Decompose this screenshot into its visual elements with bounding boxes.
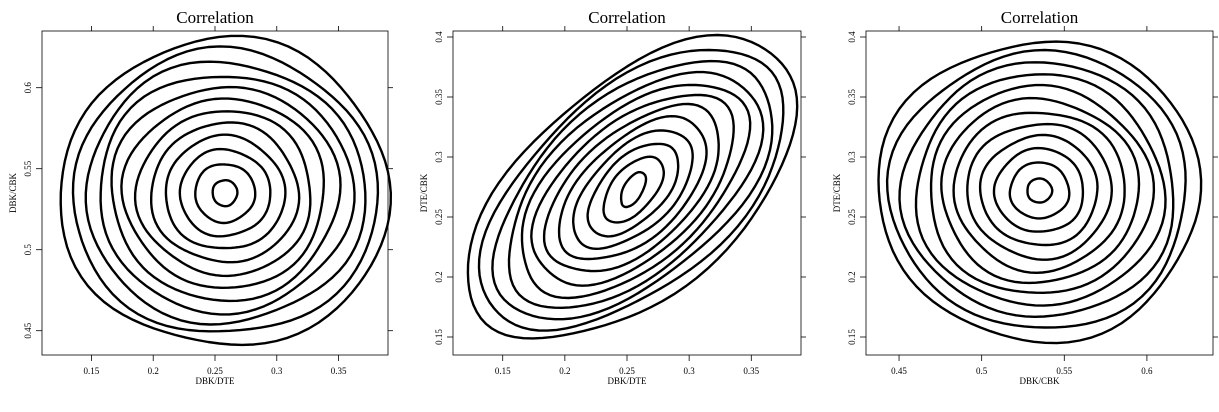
y-tick-label: 0.45 xyxy=(23,322,33,338)
y-tick-label: 0.5 xyxy=(23,244,33,256)
y-tick-label: 0.15 xyxy=(847,329,857,345)
y-tick-label: 0.2 xyxy=(434,271,444,282)
contour-line xyxy=(914,73,1167,307)
chart-title: Correlation xyxy=(588,8,666,27)
contour-line xyxy=(110,85,342,303)
contour-line xyxy=(133,110,312,278)
contour-line xyxy=(898,61,1175,318)
contour-line xyxy=(530,93,735,287)
contour-line xyxy=(877,40,1203,345)
contour-line xyxy=(1026,177,1054,204)
contour-line xyxy=(466,33,799,340)
y-tick-label: 0.2 xyxy=(847,271,857,282)
contour-line xyxy=(572,129,694,250)
x-tick-label: 0.3 xyxy=(271,366,283,376)
contour-line xyxy=(59,34,392,347)
chart-panel-2: Correlation 0.15 0.2 0.25 0.3 0.35 0.15 0.2 0.25… xyxy=(419,8,806,386)
y-tick-label: 0.3 xyxy=(434,151,444,163)
x-tick-label: 0.15 xyxy=(84,366,100,376)
x-axis-label: DBK/CBK xyxy=(1019,376,1060,386)
contour-line xyxy=(542,102,720,273)
y-tick-label: 0.35 xyxy=(434,89,444,105)
contour-line xyxy=(178,147,272,238)
y-tick-label: 0.55 xyxy=(23,160,33,176)
contour-line xyxy=(84,60,367,326)
y-tick-label: 0.25 xyxy=(847,209,857,225)
x-axis-label: DBK/DTE xyxy=(608,376,647,386)
y-axis-label: DTE/CBK xyxy=(832,173,842,212)
chart-title: Correlation xyxy=(176,8,254,27)
x-tick-label: 0.25 xyxy=(619,366,635,376)
contour-line xyxy=(491,59,774,321)
contour-line xyxy=(120,97,325,289)
y-tick-label: 0.3 xyxy=(847,151,857,163)
contour-line xyxy=(885,48,1187,329)
x-tick-label: 0.35 xyxy=(743,366,759,376)
y-tick-label: 0.6 xyxy=(23,82,33,94)
contour-line xyxy=(507,70,765,309)
contour-line xyxy=(929,83,1156,294)
x-tick-label: 0.45 xyxy=(891,366,907,376)
x-axis-label: DBK/DTE xyxy=(196,376,235,386)
x-tick-label: 0.15 xyxy=(495,366,511,376)
contour-line xyxy=(71,45,380,333)
contour-line xyxy=(940,96,1141,285)
x-tick-label: 0.35 xyxy=(331,366,347,376)
contour-line xyxy=(164,133,287,250)
y-tick-label: 0.4 xyxy=(847,31,857,43)
y-axis-label: DTE/CBK xyxy=(419,173,429,212)
contour-line xyxy=(557,115,708,261)
contour-line xyxy=(1008,161,1071,220)
x-tick-label: 0.25 xyxy=(207,366,223,376)
contour-line xyxy=(194,163,257,225)
contour-line xyxy=(99,75,356,316)
y-tick-label: 0.4 xyxy=(434,31,444,43)
contour-line xyxy=(602,155,665,224)
chart-panel-1: Correlation 0.15 0.2 0.25 0.3 0.35 0.45 0.5 0.55… xyxy=(8,8,393,386)
contour-line xyxy=(619,171,648,209)
x-tick-label: 0.2 xyxy=(148,366,159,376)
chart-panel-3: Correlation 0.45 0.5 0.55 0.6 0.15 0.2 0.25 0.3 0… xyxy=(832,8,1218,386)
contour-line xyxy=(978,133,1099,247)
contour-line xyxy=(211,179,239,208)
contour-line xyxy=(586,142,680,238)
contour-line xyxy=(477,48,785,332)
x-tick-label: 0.3 xyxy=(684,366,696,376)
x-tick-label: 0.5 xyxy=(976,366,988,376)
x-tick-label: 0.55 xyxy=(1056,366,1072,376)
y-axis-label: DBK/CBK xyxy=(8,172,18,213)
contour-line xyxy=(952,111,1126,274)
contour-line xyxy=(966,122,1113,261)
x-tick-label: 0.6 xyxy=(1141,366,1153,376)
y-tick-label: 0.35 xyxy=(847,89,857,105)
y-tick-label: 0.15 xyxy=(434,329,444,345)
x-tick-label: 0.2 xyxy=(559,366,570,376)
y-tick-label: 0.25 xyxy=(434,209,444,225)
contour-line xyxy=(992,146,1085,233)
plot-frame xyxy=(865,30,1214,356)
chart-title: Correlation xyxy=(1001,8,1079,27)
contour-line xyxy=(520,83,752,300)
plot-frame xyxy=(41,30,389,356)
contour-line xyxy=(150,121,301,264)
